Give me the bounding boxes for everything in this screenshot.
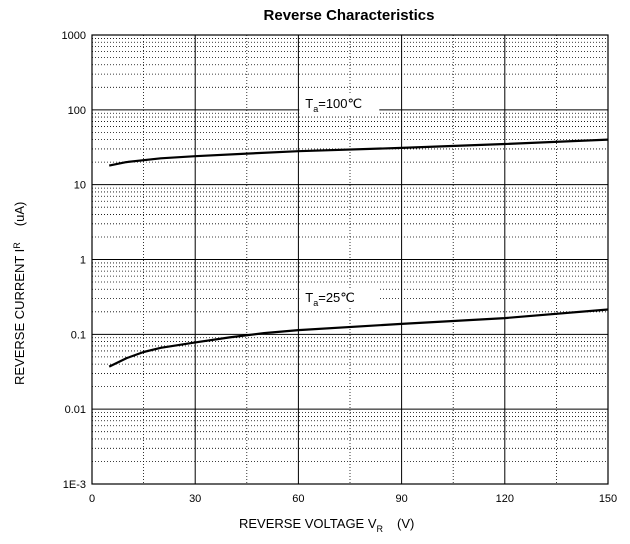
x-tick-label: 90 bbox=[395, 493, 407, 505]
y-tick-labels: 1E-3 0.01 0.1 1 10 100 1000 bbox=[62, 30, 86, 491]
y-tick-label: 100 bbox=[68, 105, 86, 117]
series-label-backdrop bbox=[299, 94, 380, 115]
x-tick-label: 120 bbox=[496, 493, 514, 505]
y-tick-label: 1E-3 bbox=[63, 479, 86, 491]
x-tick-label: 0 bbox=[89, 493, 95, 505]
x-tick-label: 30 bbox=[189, 493, 201, 505]
y-tick-label: 1 bbox=[80, 255, 86, 267]
series-line bbox=[108, 138, 609, 167]
x-tick-label: 60 bbox=[292, 493, 304, 505]
x-tick-labels: 0 30 60 90 120 150 bbox=[89, 493, 617, 505]
series-line bbox=[108, 308, 609, 368]
series-label: Ta=100℃ bbox=[305, 96, 362, 114]
y-tick-label: 0.01 bbox=[65, 404, 86, 416]
plot-frame bbox=[91, 34, 609, 485]
curves: Ta=100℃ Ta=25℃ bbox=[108, 94, 609, 368]
chart-title: Reverse Characteristics bbox=[264, 7, 435, 24]
x-tick-label: 150 bbox=[599, 493, 617, 505]
y-axis-label: REVERSE CURRENT IR(uA) bbox=[12, 202, 27, 385]
series-label: Ta=25℃ bbox=[305, 290, 355, 308]
x-axis-label: REVERSE VOLTAGE VR (V) bbox=[239, 516, 414, 534]
y-tick-label: 1000 bbox=[62, 30, 86, 42]
y-tick-label: 10 bbox=[74, 180, 86, 192]
grid bbox=[91, 34, 609, 485]
series-label-backdrop bbox=[299, 288, 380, 309]
y-tick-label: 0.1 bbox=[71, 329, 86, 341]
